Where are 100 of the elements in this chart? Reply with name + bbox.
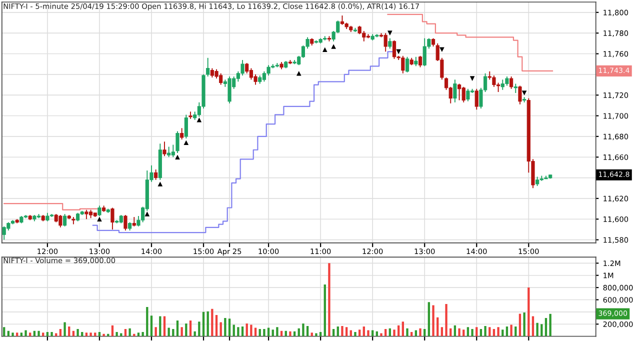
candlestick: [62, 213, 67, 227]
bar: [232, 324, 235, 336]
candlestick: [58, 214, 62, 228]
bar: [163, 316, 166, 336]
bar: [402, 322, 404, 336]
candlestick: [180, 128, 184, 140]
bar: [180, 327, 183, 336]
bar: [142, 332, 144, 336]
candlestick: [536, 176, 540, 187]
point: [522, 90, 527, 96]
bar: [202, 312, 205, 336]
candlestick: [466, 88, 470, 102]
bar: [518, 314, 522, 336]
bar: [250, 324, 252, 336]
bar: [154, 327, 157, 336]
bar: [228, 318, 231, 336]
bar: [159, 316, 162, 336]
bar: [215, 314, 218, 336]
bar: [380, 333, 382, 336]
point: [296, 70, 302, 76]
bar: [406, 328, 408, 336]
candlestick: [84, 209, 88, 220]
candlestick: [214, 68, 218, 80]
candlestick: [167, 146, 171, 158]
candlestick: [254, 74, 258, 86]
candlestick: [184, 114, 188, 139]
bar: [289, 331, 292, 336]
bar: [445, 304, 448, 336]
candlestick: [518, 85, 522, 105]
candlestick: [505, 76, 509, 86]
bar: [246, 324, 248, 336]
point: [97, 216, 102, 222]
point: [175, 154, 180, 160]
candlestick: [474, 88, 478, 110]
bar: [272, 330, 274, 336]
bar: [328, 263, 330, 336]
bar: [458, 328, 460, 336]
bar: [276, 327, 278, 336]
bar: [440, 327, 444, 336]
candlestick: [405, 56, 410, 73]
point: [184, 140, 189, 146]
bar: [341, 326, 344, 336]
point: [396, 49, 401, 54]
bar: [350, 330, 352, 336]
bar: [189, 320, 192, 336]
bar: [324, 284, 326, 336]
bar: [528, 288, 530, 336]
candlestick: [228, 76, 232, 104]
candlestick: [245, 62, 249, 74]
bar: [302, 324, 304, 336]
bar: [393, 330, 396, 336]
candlestick: [457, 83, 462, 101]
candlestick: [124, 214, 128, 231]
bar: [76, 329, 79, 336]
bar: [185, 324, 188, 336]
bar: [198, 322, 200, 336]
bar: [206, 311, 209, 336]
bar: [128, 328, 131, 336]
candlestick: [98, 205, 102, 217]
bar: [497, 327, 500, 336]
bar: [419, 328, 422, 336]
candlestick: [266, 64, 270, 76]
candlestick: [171, 144, 175, 158]
bar: [64, 322, 66, 336]
bar: [544, 318, 548, 336]
candlestick: [388, 38, 392, 50]
bar: [466, 327, 470, 336]
bar: [90, 332, 92, 336]
bar: [150, 316, 153, 336]
candlestick: [510, 76, 514, 90]
bar: [116, 332, 118, 336]
bar: [367, 330, 370, 336]
bar: [432, 305, 434, 336]
point: [322, 47, 328, 52]
candlestick: [462, 86, 466, 103]
bar: [488, 327, 491, 336]
bar: [12, 332, 14, 336]
candlestick: [392, 40, 396, 60]
bar: [3, 327, 6, 336]
bar: [484, 326, 486, 336]
bar: [471, 329, 474, 336]
candlestick: [492, 74, 496, 88]
bar: [38, 330, 40, 336]
point: [331, 44, 336, 49]
bar: [168, 328, 170, 336]
bar: [476, 327, 478, 336]
bar: [237, 327, 240, 336]
point: [388, 30, 392, 36]
candlestick: [418, 55, 422, 68]
bar: [536, 322, 538, 336]
bar: [102, 334, 105, 336]
bar: [549, 314, 552, 336]
candlestick: [453, 79, 457, 103]
candlestick: [162, 141, 166, 157]
bar: [24, 330, 27, 336]
bar: [354, 332, 356, 336]
bar: [224, 318, 226, 336]
bar: [428, 302, 430, 336]
candlestick: [514, 83, 518, 94]
candlestick: [414, 56, 418, 67]
